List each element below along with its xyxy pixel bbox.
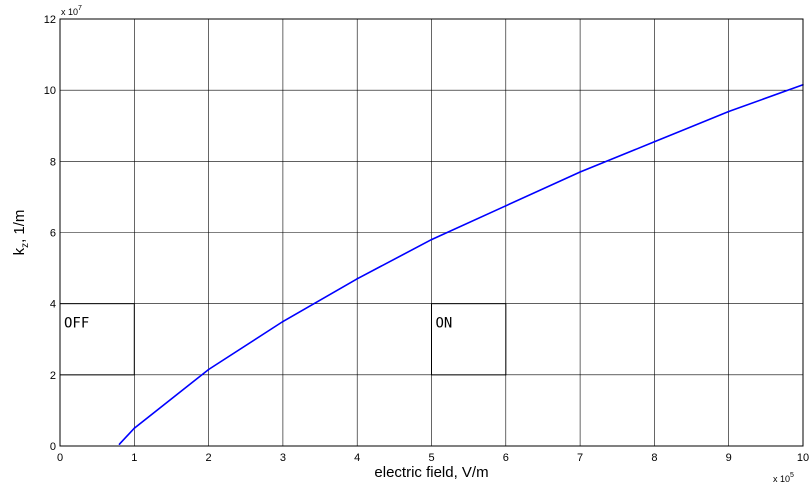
y-tick-label: 12 — [44, 14, 56, 26]
y-tick-label: 0 — [50, 441, 56, 453]
y-multiplier-base: x 10 — [61, 7, 78, 17]
y-multiplier-exponent: 7 — [78, 5, 82, 12]
y-tick-label: 6 — [50, 228, 56, 240]
x-axis-multiplier: x 105 — [773, 472, 794, 484]
plot-area-frame — [59, 18, 804, 447]
data-point — [133, 427, 136, 430]
data-point — [653, 140, 656, 143]
data-point — [430, 238, 433, 241]
data-point — [282, 320, 284, 323]
y-axis-label-main: k — [11, 247, 28, 255]
x-tick-label: 5 — [428, 452, 434, 464]
y-axis-multiplier: x 107 — [61, 5, 82, 17]
x-multiplier-base: x 10 — [773, 474, 790, 484]
series-group — [118, 84, 804, 446]
y-tick-label: 10 — [44, 85, 56, 97]
grid — [59, 18, 804, 447]
x-tick-label: 3 — [280, 452, 286, 464]
x-tick-label: 7 — [577, 452, 583, 464]
y-tick-label: 8 — [50, 156, 56, 168]
data-point — [579, 171, 581, 173]
x-tick-label: 8 — [651, 452, 657, 464]
x-tick-label: 6 — [503, 452, 509, 464]
x-multiplier-exponent: 5 — [790, 472, 794, 479]
y-tick-label: 4 — [50, 299, 56, 311]
annotation-box — [431, 303, 507, 376]
data-point — [118, 443, 121, 446]
x-tick-label: 2 — [206, 452, 212, 464]
y-axis-label-rest: , 1/m — [11, 210, 28, 243]
annotation-on: ON — [431, 303, 507, 376]
annotation-label: ON — [436, 316, 453, 332]
annotation-label: OFF — [64, 316, 89, 332]
x-tick-label: 9 — [726, 452, 732, 464]
annotation-off: OFF — [59, 303, 135, 376]
y-axis-label: kz, 1/m — [11, 210, 31, 256]
series-line — [118, 84, 804, 445]
x-tick-label: 10 — [797, 452, 809, 464]
data-point — [207, 368, 210, 371]
x-axis-label: electric field, V/m — [374, 464, 488, 481]
annotation-box — [59, 303, 135, 376]
y-tick-labels: 0 2 4 6 8 10 12 — [44, 14, 56, 453]
x-tick-label: 4 — [354, 452, 360, 464]
x-tick-labels: 0 1 2 3 4 5 6 7 8 9 10 — [57, 452, 809, 464]
data-point — [505, 205, 507, 207]
data-point — [727, 110, 730, 113]
y-tick-label: 2 — [50, 370, 56, 382]
y-axis-label-subscript: z — [20, 243, 31, 248]
x-tick-label: 1 — [131, 452, 137, 464]
x-tick-label: 0 — [57, 452, 63, 464]
data-point — [356, 277, 359, 280]
